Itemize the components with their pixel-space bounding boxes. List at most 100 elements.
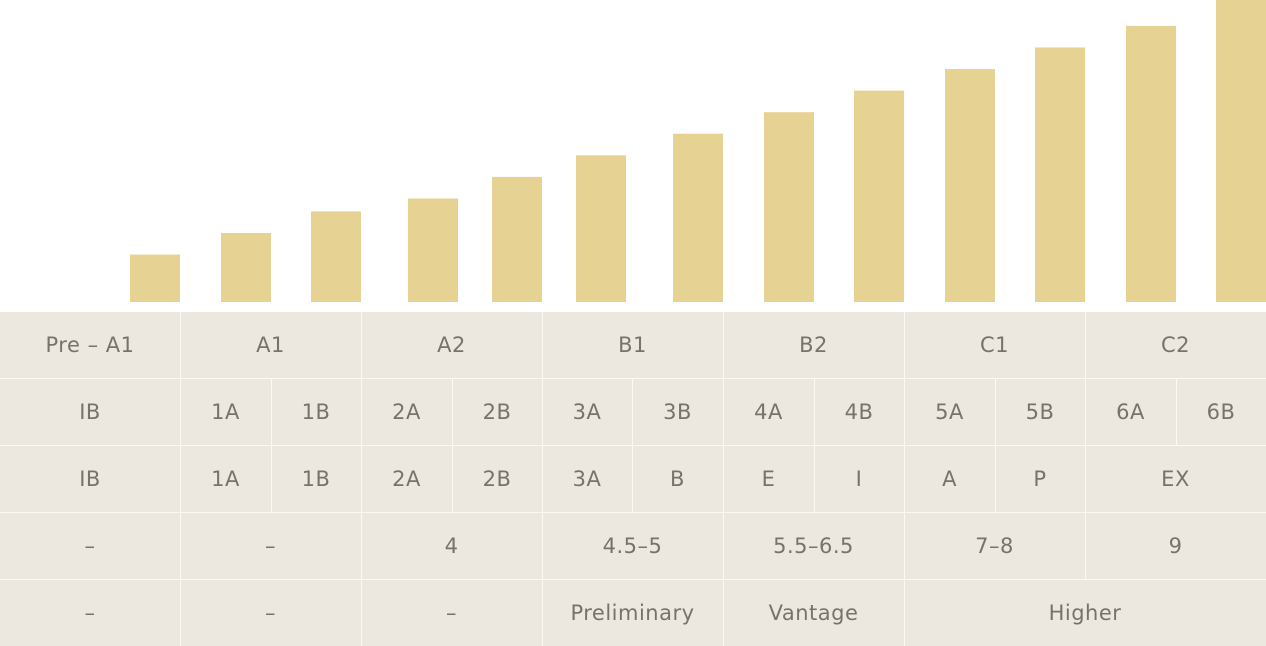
table-cell: B2 xyxy=(799,333,828,357)
table-cell: 2A xyxy=(392,466,421,491)
column-divider xyxy=(904,579,905,646)
column-divider xyxy=(361,512,362,579)
row-divider xyxy=(0,579,1266,580)
table-cell: B1 xyxy=(618,333,647,357)
column-divider xyxy=(180,445,181,512)
column-divider xyxy=(361,445,362,512)
column-divider xyxy=(723,378,724,445)
level-comparison-table: Pre – A1 A1 A2 B1 B2 C1 C2 IB 1A 1B 2A 2B 3A 3B 4A 4B 5A… xyxy=(0,312,1266,646)
table-cell: 2B xyxy=(482,466,512,491)
bar-chart xyxy=(0,0,1266,302)
table-cell: IB xyxy=(79,399,101,424)
table-cell: A2 xyxy=(437,333,466,357)
column-divider xyxy=(995,445,996,512)
column-divider xyxy=(1085,512,1086,579)
bar-4A xyxy=(764,112,814,302)
column-divider xyxy=(180,512,181,579)
table-cell: 9 xyxy=(1168,533,1183,558)
column-divider xyxy=(180,378,181,445)
column-divider xyxy=(361,312,362,378)
table-cell: 4 xyxy=(444,533,459,558)
table-cell: 5.5–6.5 xyxy=(773,533,854,558)
bar-chart-svg xyxy=(130,0,1266,302)
column-divider xyxy=(271,445,272,512)
column-divider xyxy=(180,312,181,378)
bar-2B xyxy=(492,176,542,302)
table-cell: IB xyxy=(79,466,101,491)
table-cell: Vantage xyxy=(768,600,859,625)
bar-3A xyxy=(576,155,626,302)
table-cell: EX xyxy=(1161,466,1190,491)
column-divider xyxy=(271,378,272,445)
table-cell: A1 xyxy=(256,333,285,357)
table-cell: 1A xyxy=(211,466,240,491)
table-cell: 1A xyxy=(211,399,240,424)
table-cell: 4B xyxy=(844,399,874,424)
column-divider xyxy=(904,312,905,378)
column-divider xyxy=(361,579,362,646)
bar-IB xyxy=(130,254,180,302)
table-cell: 4A xyxy=(754,399,783,424)
table-cell: 7–8 xyxy=(975,533,1014,558)
column-divider xyxy=(542,378,543,445)
column-divider xyxy=(723,312,724,378)
table-cell: 4.5–5 xyxy=(602,533,663,558)
table-cell: B xyxy=(670,466,685,491)
table-cell: 3B xyxy=(663,399,692,424)
table-cell: 2B xyxy=(482,399,512,424)
table-cell: C2 xyxy=(1160,333,1191,357)
table-cell: I xyxy=(855,466,863,491)
table-cell: – xyxy=(265,600,276,625)
bar-3B xyxy=(673,133,723,302)
row-divider xyxy=(0,445,1266,446)
table-cell: – xyxy=(84,600,96,625)
column-divider xyxy=(180,579,181,646)
row-divider xyxy=(0,512,1266,513)
table-cell: – xyxy=(446,600,457,625)
bar-1B xyxy=(311,211,361,302)
table-cell: 2A xyxy=(392,399,421,424)
column-divider xyxy=(904,445,905,512)
column-divider xyxy=(361,378,362,445)
table-cell: 3A xyxy=(572,466,602,491)
bar-5A xyxy=(945,69,995,302)
table-cell: 6A xyxy=(1116,399,1145,424)
table-cell: 1B xyxy=(301,399,331,424)
column-divider xyxy=(452,378,453,445)
column-divider xyxy=(542,579,543,646)
column-divider xyxy=(632,378,633,445)
table-cell: 5A xyxy=(935,399,964,424)
column-divider xyxy=(814,445,815,512)
table-cell: – xyxy=(265,533,276,558)
table-cell: C1 xyxy=(979,333,1010,357)
column-divider xyxy=(904,512,905,579)
bar-6A xyxy=(1126,25,1176,302)
table-cell: 6B xyxy=(1206,399,1236,424)
column-divider xyxy=(814,378,815,445)
column-divider xyxy=(1085,445,1086,512)
table-cell: P xyxy=(1033,466,1047,491)
bar-4B xyxy=(854,90,904,302)
table-cell: – xyxy=(84,533,96,558)
column-divider xyxy=(723,512,724,579)
bar-2A xyxy=(408,198,458,302)
column-divider xyxy=(995,378,996,445)
table-cell: 1B xyxy=(301,466,331,491)
column-divider xyxy=(723,445,724,512)
bar-1A xyxy=(221,232,271,302)
column-divider xyxy=(632,445,633,512)
column-divider xyxy=(723,579,724,646)
bar-5B xyxy=(1035,47,1085,302)
column-divider xyxy=(542,312,543,378)
table-cell: Pre – A1 xyxy=(45,333,135,357)
column-divider xyxy=(452,445,453,512)
row-divider xyxy=(0,378,1266,379)
table-cell: 3A xyxy=(572,399,602,424)
column-divider xyxy=(542,512,543,579)
table-cell: Higher xyxy=(1048,600,1122,625)
bar-6B xyxy=(1216,0,1266,302)
column-divider xyxy=(542,445,543,512)
column-divider xyxy=(1085,312,1086,378)
table-cell: E xyxy=(761,466,776,491)
table-cell: Preliminary xyxy=(570,600,695,625)
